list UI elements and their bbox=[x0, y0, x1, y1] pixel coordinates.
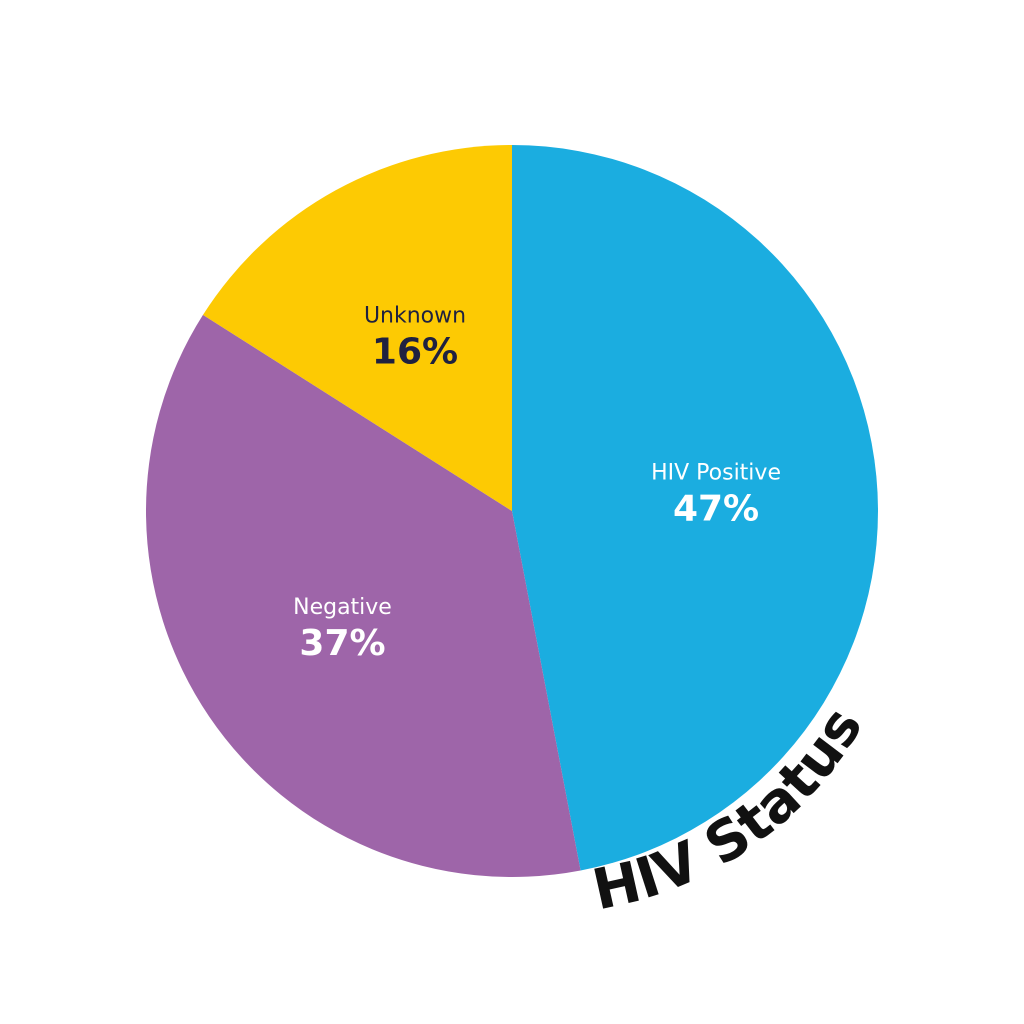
pie-slices bbox=[145, 145, 878, 877]
pie-slice-negative bbox=[145, 314, 581, 877]
slice-label: Negative bbox=[293, 595, 392, 620]
pie-slice-unknown bbox=[202, 145, 512, 511]
slice-value-label: 37% bbox=[299, 623, 385, 664]
slice-label: Unknown bbox=[364, 304, 466, 329]
slice-value-label: 47% bbox=[673, 489, 759, 530]
slice-label: HIV Positive bbox=[651, 461, 781, 486]
pie-labels: HIV Positive 47% Negative 37% Unknown 16% bbox=[293, 304, 781, 665]
slice-value-label: 16% bbox=[372, 332, 458, 373]
pie-slice-hiv-positive bbox=[512, 145, 878, 871]
